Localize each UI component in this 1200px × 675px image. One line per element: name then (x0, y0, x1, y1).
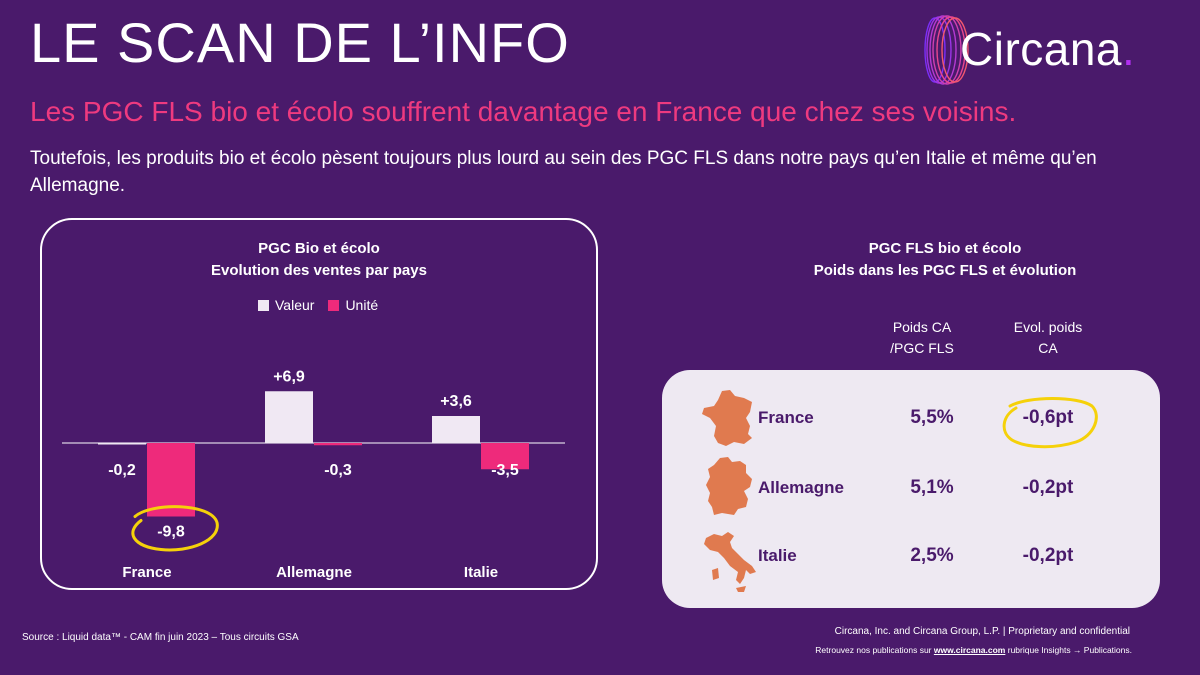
footer-copyright: Circana, Inc. and Circana Group, L.P. | … (834, 626, 1130, 637)
circana-logo-icon (924, 15, 969, 85)
bar-valeur-italie (432, 416, 480, 443)
data-label: -3,5 (491, 462, 519, 479)
row-country-france: France (758, 408, 814, 427)
footer-source: Source : Liquid data™ - CAM fin juin 202… (22, 632, 299, 643)
row-evol-france: -0,6pt (1022, 407, 1074, 428)
row-country-allemagne: Allemagne (758, 478, 844, 497)
row-poids-france: 5,5% (910, 407, 954, 428)
legend-swatch-valeur (258, 299, 269, 311)
legend-label-unite: Unité (345, 297, 379, 313)
page-title: LE SCAN DE L’INFO (30, 11, 570, 74)
row-country-italie: Italie (758, 546, 797, 565)
data-label: -9,8 (157, 524, 185, 541)
bar-unité-italie (481, 443, 529, 470)
highlight-circle-icon (1002, 397, 1098, 449)
germany-map-icon (706, 457, 752, 515)
chart-title: PGC Bio et écolo Evolution des ventes pa… (40, 238, 598, 282)
bar-unité-france (147, 443, 195, 517)
table-title: PGC FLS bio et écolo Poids dans les PGC … (700, 238, 1190, 282)
logo-wordmark: Circana. (960, 23, 1136, 75)
bar-valeur-france (98, 443, 146, 445)
chart-title-line1: PGC Bio et écolo (258, 240, 380, 257)
footer-publications: Retrouvez nos publications sur www.circa… (815, 645, 1132, 655)
bar-unité-allemagne (314, 443, 362, 446)
headline: Les PGC FLS bio et écolo souffrent davan… (30, 96, 1017, 127)
table-title-line2: Poids dans les PGC FLS et évolution (813, 262, 1077, 279)
data-label: -0,2 (108, 462, 136, 479)
bar-valeur-allemagne (265, 391, 313, 443)
category-label: France (122, 564, 171, 581)
row-evol-allemagne: -0,2pt (1022, 477, 1074, 498)
category-label: Allemagne (276, 564, 352, 581)
italy-map-icon (704, 532, 756, 592)
data-label: +6,9 (273, 368, 305, 385)
chart-panel (40, 218, 598, 590)
row-poids-italie: 2,5% (910, 545, 954, 566)
data-label: +3,6 (440, 393, 472, 410)
row-evol-italie: -0,2pt (1022, 545, 1074, 566)
footer-link[interactable]: www.circana.com (933, 645, 1006, 655)
column-header-poids: Poids CA /PGC FLS (890, 319, 954, 356)
chart-legend: Valeur Unité (258, 297, 378, 313)
legend-swatch-unite (328, 299, 340, 311)
table-title-line1: PGC FLS bio et écolo (868, 240, 1022, 257)
france-map-icon (702, 390, 752, 446)
category-label: Italie (464, 564, 498, 581)
highlight-circle-icon (131, 505, 219, 552)
column-header-evol: Evol. poids CA (1013, 319, 1083, 356)
data-label: -0,3 (324, 462, 352, 479)
chart-title-line2: Evolution des ventes par pays (211, 262, 427, 279)
subtitle: Toutefois, les produits bio et écolo pès… (30, 148, 1097, 196)
row-poids-allemagne: 5,1% (910, 477, 954, 498)
legend-label-valeur: Valeur (275, 297, 315, 313)
